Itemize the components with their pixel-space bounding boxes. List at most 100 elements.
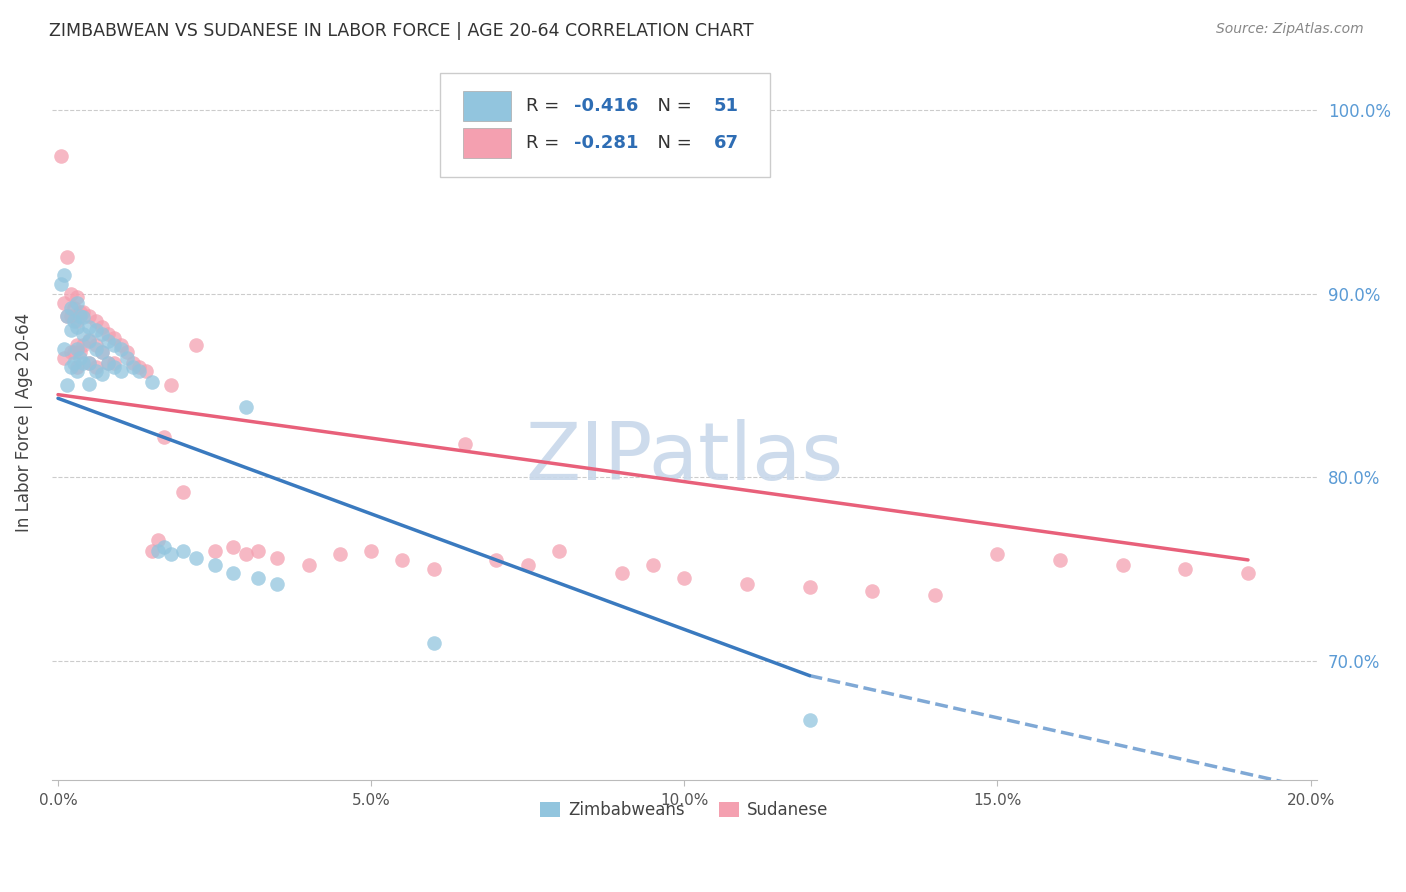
Point [110,338,132,352]
Point [69,309,91,323]
Point [79,376,101,391]
Point [62,314,84,328]
Point [128,360,150,375]
Point [799,581,821,595]
Point [799,713,821,727]
Point [84,323,107,337]
Bar [463,128,510,158]
Point [485,553,508,567]
Point [72,310,94,325]
Point [72,356,94,370]
Point [66,319,89,334]
Point [72,305,94,319]
Text: N =: N = [647,134,697,152]
FancyBboxPatch shape [440,72,770,178]
Point [135,364,157,378]
Point [62,356,84,370]
Point [53,351,76,365]
Point [159,378,181,392]
Point [235,401,257,415]
Point [235,548,257,562]
Point [59,345,82,359]
Point [184,338,207,352]
Point [79,309,101,323]
Point [148,533,170,547]
Point [84,364,107,378]
Point [90,319,112,334]
Y-axis label: In Labor Force | Age 20-64: In Labor Force | Age 20-64 [15,312,32,532]
Point [222,540,245,554]
Point [66,360,89,375]
Point [79,334,101,349]
Point [62,345,84,359]
Point [66,364,89,378]
Point [1174,562,1197,576]
Point [53,342,76,356]
Point [222,566,245,580]
Point [97,334,120,349]
Point [97,356,120,370]
Text: -0.416: -0.416 [574,96,638,114]
Point [329,548,352,562]
Point [423,562,446,576]
Point [141,375,163,389]
Point [148,543,170,558]
Point [103,356,125,370]
Point [172,543,194,558]
Point [59,301,82,316]
Point [986,548,1008,562]
Point [69,351,91,365]
Point [56,309,79,323]
Point [90,345,112,359]
Point [454,437,477,451]
Point [90,326,112,341]
Point [84,338,107,352]
Point [159,548,181,562]
Point [266,576,288,591]
Point [53,295,76,310]
Point [103,338,125,352]
Point [172,485,194,500]
Point [673,571,696,585]
Point [924,588,946,602]
Point [735,576,758,591]
Point [115,351,138,365]
Point [84,314,107,328]
Point [297,558,319,573]
Point [62,301,84,316]
Point [59,309,82,323]
Point [79,319,101,334]
Point [266,551,288,566]
Point [247,571,270,585]
Point [56,250,79,264]
Point [49,149,72,163]
Point [423,635,446,649]
Point [548,543,571,558]
Point [59,360,82,375]
Point [247,543,270,558]
Text: ZIPatlas: ZIPatlas [526,419,844,497]
Point [66,295,89,310]
Point [516,558,538,573]
Point [103,360,125,375]
Point [97,356,120,370]
Point [128,364,150,378]
Point [110,364,132,378]
Point [141,543,163,558]
Point [97,326,120,341]
Point [90,368,112,382]
Text: R =: R = [526,96,565,114]
Point [1237,566,1260,580]
Point [153,430,176,444]
Point [59,286,82,301]
Point [66,338,89,352]
Point [79,356,101,370]
Point [56,309,79,323]
Point [66,290,89,304]
Point [1112,558,1135,573]
Point [79,333,101,347]
Text: N =: N = [647,96,697,114]
Point [72,326,94,341]
Point [69,345,91,359]
Point [610,566,633,580]
